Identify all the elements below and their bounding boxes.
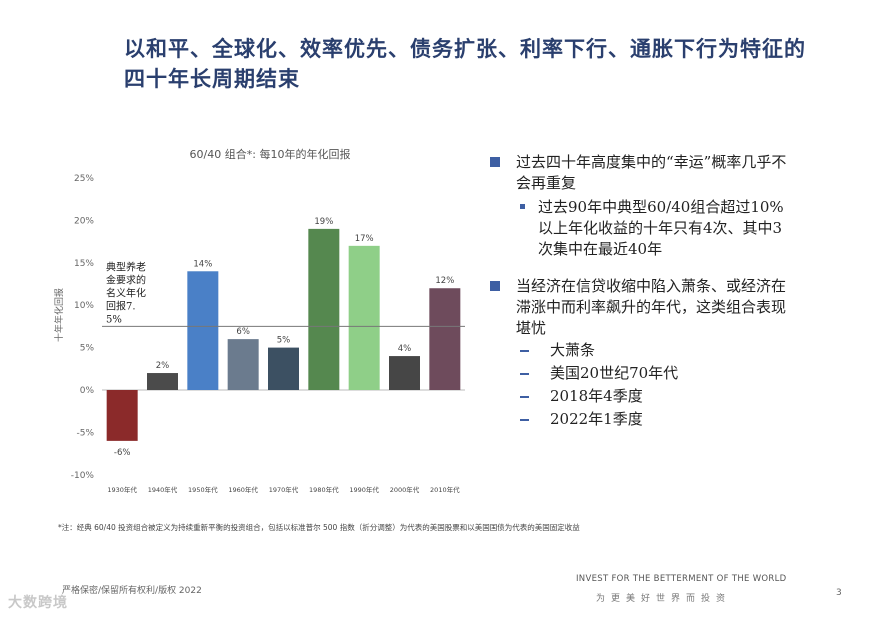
- x-category-label: 1960年代: [228, 485, 258, 494]
- bar: [147, 373, 178, 390]
- bullet-2-item-text: 美国20世纪70年代: [550, 364, 679, 382]
- square-bullet-icon: [490, 157, 500, 167]
- x-category-label: 1940年代: [148, 485, 178, 494]
- watermark-logo: 大数跨境: [8, 595, 68, 611]
- bullet-1-text: 过去四十年高度集中的“幸运”概率几乎不会再重复: [516, 153, 787, 192]
- bullet-1-sub: 过去90年中典型60/40组合超过10%以上年化收益的十年只有4次、其中3次集中…: [490, 197, 790, 260]
- bar-value-label: 12%: [435, 276, 454, 286]
- bullet-2-item-text: 大萧条: [550, 341, 596, 359]
- dash-bullet-icon: [520, 373, 529, 375]
- square-bullet-icon: [490, 281, 500, 291]
- y-tick-label: 20%: [74, 216, 94, 226]
- y-tick-label: 10%: [74, 301, 94, 311]
- bar-value-label: 6%: [236, 327, 250, 337]
- bullet-1: 过去四十年高度集中的“幸运”概率几乎不会再重复: [490, 152, 790, 194]
- y-tick-label: 0%: [80, 386, 95, 396]
- bar-value-label: 19%: [314, 217, 333, 227]
- dash-bullet-icon: [520, 350, 529, 352]
- bar: [389, 356, 420, 390]
- bullet-2-item-text: 2018年4季度: [550, 387, 643, 405]
- y-tick-label: 15%: [74, 259, 94, 269]
- page-number: 3: [836, 588, 842, 598]
- bar: [268, 347, 299, 390]
- bar: [348, 245, 380, 390]
- bar-value-label: 2%: [156, 361, 170, 371]
- tagline-chinese: 为更美好世界而投资: [596, 594, 732, 604]
- x-category-label: 1970年代: [269, 485, 299, 494]
- bar-value-label: 14%: [193, 259, 212, 269]
- bullet-2: 当经济在信贷收缩中陷入萧条、或经济在滞涨中而利率飙升的年代，这类组合表现堪忧: [490, 276, 790, 339]
- y-tick-label: -10%: [71, 471, 95, 481]
- y-tick-label: -5%: [76, 428, 94, 438]
- tagline-english: INVEST FOR THE BETTERMENT OF THE WORLD: [576, 574, 787, 584]
- x-category-label: 1990年代: [349, 485, 379, 494]
- chart-title: 60/40 组合*: 每10年的年化回报: [189, 148, 351, 161]
- bar-value-label: 5%: [277, 336, 291, 346]
- x-category-label: 2000年代: [390, 485, 420, 494]
- x-category-label: 1950年代: [188, 485, 218, 494]
- reference-line-label: 典型养老金要求的名义年化回报7. 5%: [106, 260, 146, 325]
- bar: [187, 271, 219, 390]
- dash-bullet-icon: [520, 396, 529, 398]
- bar: [106, 390, 138, 441]
- dash-bullet-icon: [520, 419, 529, 421]
- bar-value-label: -6%: [114, 448, 131, 458]
- slide-title: 以和平、全球化、效率优先、债务扩张、利率下行、通胀下行为特征的四十年长周期结束: [124, 36, 806, 91]
- bullet-1-sub-text: 过去90年中典型60/40组合超过10%以上年化收益的十年只有4次、其中3次集中…: [538, 198, 784, 258]
- bullet-list: 过去四十年高度集中的“幸运”概率几乎不会再重复 过去90年中典型60/40组合超…: [490, 152, 790, 431]
- footnote: *注：经典 60/40 投资组合被定义为持续重新平衡的投资组合，包括以标准普尔 …: [58, 523, 580, 532]
- bullet-2-item-text: 2022年1季度: [550, 410, 643, 428]
- bullet-2-item: 2018年4季度: [490, 385, 790, 408]
- bullet-2-item: 美国20世纪70年代: [490, 362, 790, 385]
- bullet-2-item: 2022年1季度: [490, 408, 790, 431]
- y-tick-label: 5%: [80, 344, 95, 354]
- y-axis-label: 十年年化回报: [53, 288, 65, 342]
- bar: [308, 228, 340, 390]
- x-category-label: 1980年代: [309, 485, 339, 494]
- y-tick-label: 25%: [74, 174, 94, 184]
- bullet-2-item: 大萧条: [490, 339, 790, 362]
- x-category-label: 2010年代: [430, 485, 460, 494]
- copyright: 严格保密/保留所有权利/版权 2022: [62, 586, 202, 596]
- bar: [227, 339, 259, 390]
- x-category-label: 1930年代: [107, 485, 137, 494]
- bar: [429, 288, 461, 390]
- bar-value-label: 17%: [355, 234, 374, 244]
- bar-value-label: 4%: [398, 344, 412, 354]
- small-square-bullet-icon: [520, 204, 525, 209]
- bar-chart: -10% -5% 0% 5% 10% 15% 20% 25% 十年年化回报 -6% 1930年代 2%…: [53, 174, 465, 494]
- bullet-2-text: 当经济在信贷收缩中陷入萧条、或经济在滞涨中而利率飙升的年代，这类组合表现堪忧: [516, 277, 787, 337]
